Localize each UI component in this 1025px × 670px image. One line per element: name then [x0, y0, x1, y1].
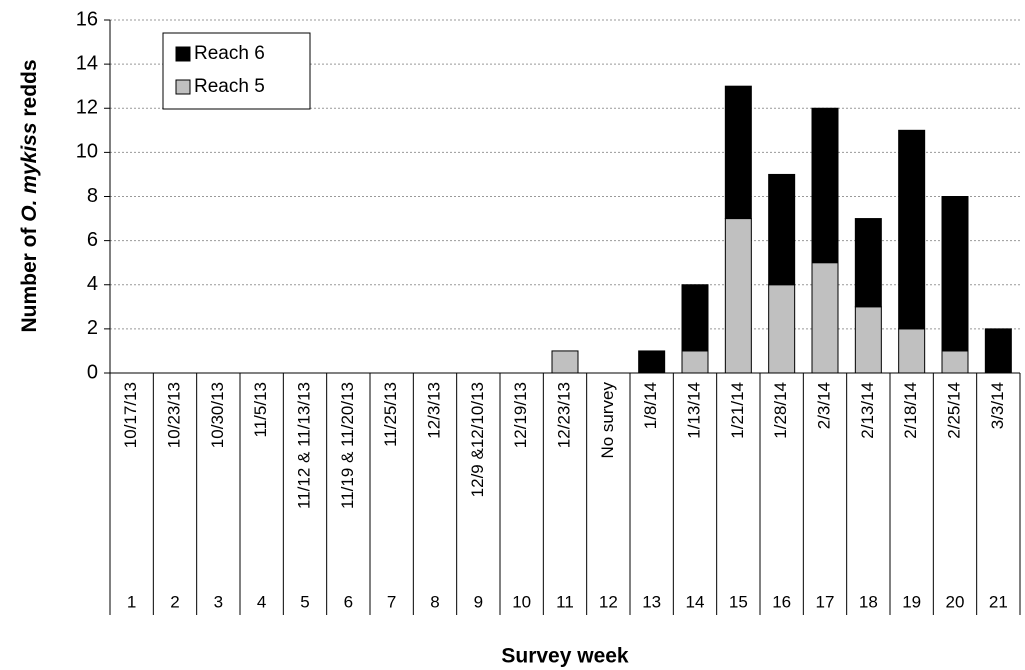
week-label: 18 — [859, 592, 878, 611]
x-axis-title: Survey week — [501, 645, 629, 668]
week-label: 2 — [170, 592, 179, 611]
week-label: 19 — [902, 592, 921, 611]
y-tick-label: 0 — [87, 361, 98, 383]
bar-segment — [854, 218, 882, 308]
x-tick-label: 1/21/14 — [728, 382, 747, 439]
bar-segment — [854, 306, 882, 374]
bar-segment — [681, 350, 709, 374]
y-axis-title-part: Number of — [18, 222, 41, 333]
bar-segment — [724, 218, 752, 374]
x-tick-label: 11/19 & 11/20/13 — [338, 382, 357, 509]
week-label: 15 — [729, 592, 748, 611]
week-label: 17 — [816, 592, 835, 611]
legend-swatch — [175, 79, 191, 95]
x-tick-label: 10/23/13 — [164, 382, 183, 448]
week-label: 8 — [430, 592, 439, 611]
week-label: 4 — [257, 592, 266, 611]
x-tick-label: 12/23/13 — [554, 382, 573, 448]
week-label: 14 — [686, 592, 705, 611]
week-label: 6 — [344, 592, 353, 611]
legend-swatch — [175, 46, 191, 62]
x-tick-label: 2/13/14 — [858, 382, 877, 439]
x-tick-label: 1/13/14 — [684, 382, 703, 439]
x-tick-label: 12/3/13 — [424, 382, 443, 439]
week-label: 16 — [772, 592, 791, 611]
week-label: 3 — [214, 592, 223, 611]
y-axis-title: Number of O. mykiss redds — [18, 59, 41, 332]
x-tick-label: 2/25/14 — [944, 382, 963, 439]
week-label: 11 — [556, 592, 574, 611]
x-tick-label: 10/17/13 — [121, 382, 140, 448]
week-label: 10 — [512, 592, 531, 611]
week-label: 21 — [989, 592, 1008, 611]
y-tick-label: 6 — [87, 229, 98, 251]
x-tick-label: 2/18/14 — [901, 382, 920, 439]
y-tick-label: 4 — [87, 273, 98, 295]
bar-segment — [811, 262, 839, 374]
week-label: 1 — [127, 592, 136, 611]
week-label: 5 — [300, 592, 309, 611]
week-label: 7 — [387, 592, 396, 611]
bar-segment — [768, 173, 796, 286]
bar-segment — [551, 350, 579, 374]
week-label: 9 — [474, 592, 483, 611]
legend-label: Reach 6 — [194, 43, 265, 64]
bar-segment — [768, 284, 796, 374]
y-tick-label: 8 — [87, 185, 98, 207]
x-tick-label: 12/9 &12/10/13 — [468, 382, 487, 497]
y-tick-label: 14 — [76, 52, 98, 74]
x-tick-label: 1/28/14 — [771, 382, 790, 439]
legend-box — [162, 32, 311, 110]
bar-segment — [941, 350, 969, 374]
x-tick-label: 11/12 & 11/13/13 — [294, 382, 313, 509]
week-label: 13 — [642, 592, 661, 611]
bar-segment — [984, 328, 1012, 374]
bar-segment — [898, 328, 926, 374]
x-tick-label: 12/19/13 — [511, 382, 530, 448]
bar-segment — [681, 284, 709, 352]
y-tick-label: 12 — [76, 97, 98, 119]
y-tick-label: 10 — [76, 141, 98, 163]
bar-segment — [811, 107, 839, 264]
x-tick-label: 11/5/13 — [251, 382, 270, 437]
y-axis-title-part: redds — [18, 59, 41, 122]
y-tick-label: 2 — [87, 317, 98, 339]
bar-segment — [941, 196, 969, 352]
y-tick-label: 16 — [76, 8, 98, 30]
bar-segment — [638, 350, 666, 374]
x-tick-label: 2/3/14 — [814, 382, 833, 429]
legend-label: Reach 5 — [194, 76, 265, 97]
x-tick-label: No survey — [598, 382, 617, 459]
x-tick-label: 3/3/14 — [988, 382, 1007, 429]
x-tick-label: 11/25/13 — [381, 382, 400, 447]
y-axis-title-part: O. mykiss — [18, 122, 41, 221]
bar-segment — [898, 129, 926, 330]
week-label: 12 — [599, 592, 618, 611]
x-tick-label: 1/8/14 — [641, 382, 660, 429]
x-tick-label: 10/30/13 — [208, 382, 227, 448]
bar-segment — [724, 85, 752, 220]
week-label: 20 — [946, 592, 965, 611]
